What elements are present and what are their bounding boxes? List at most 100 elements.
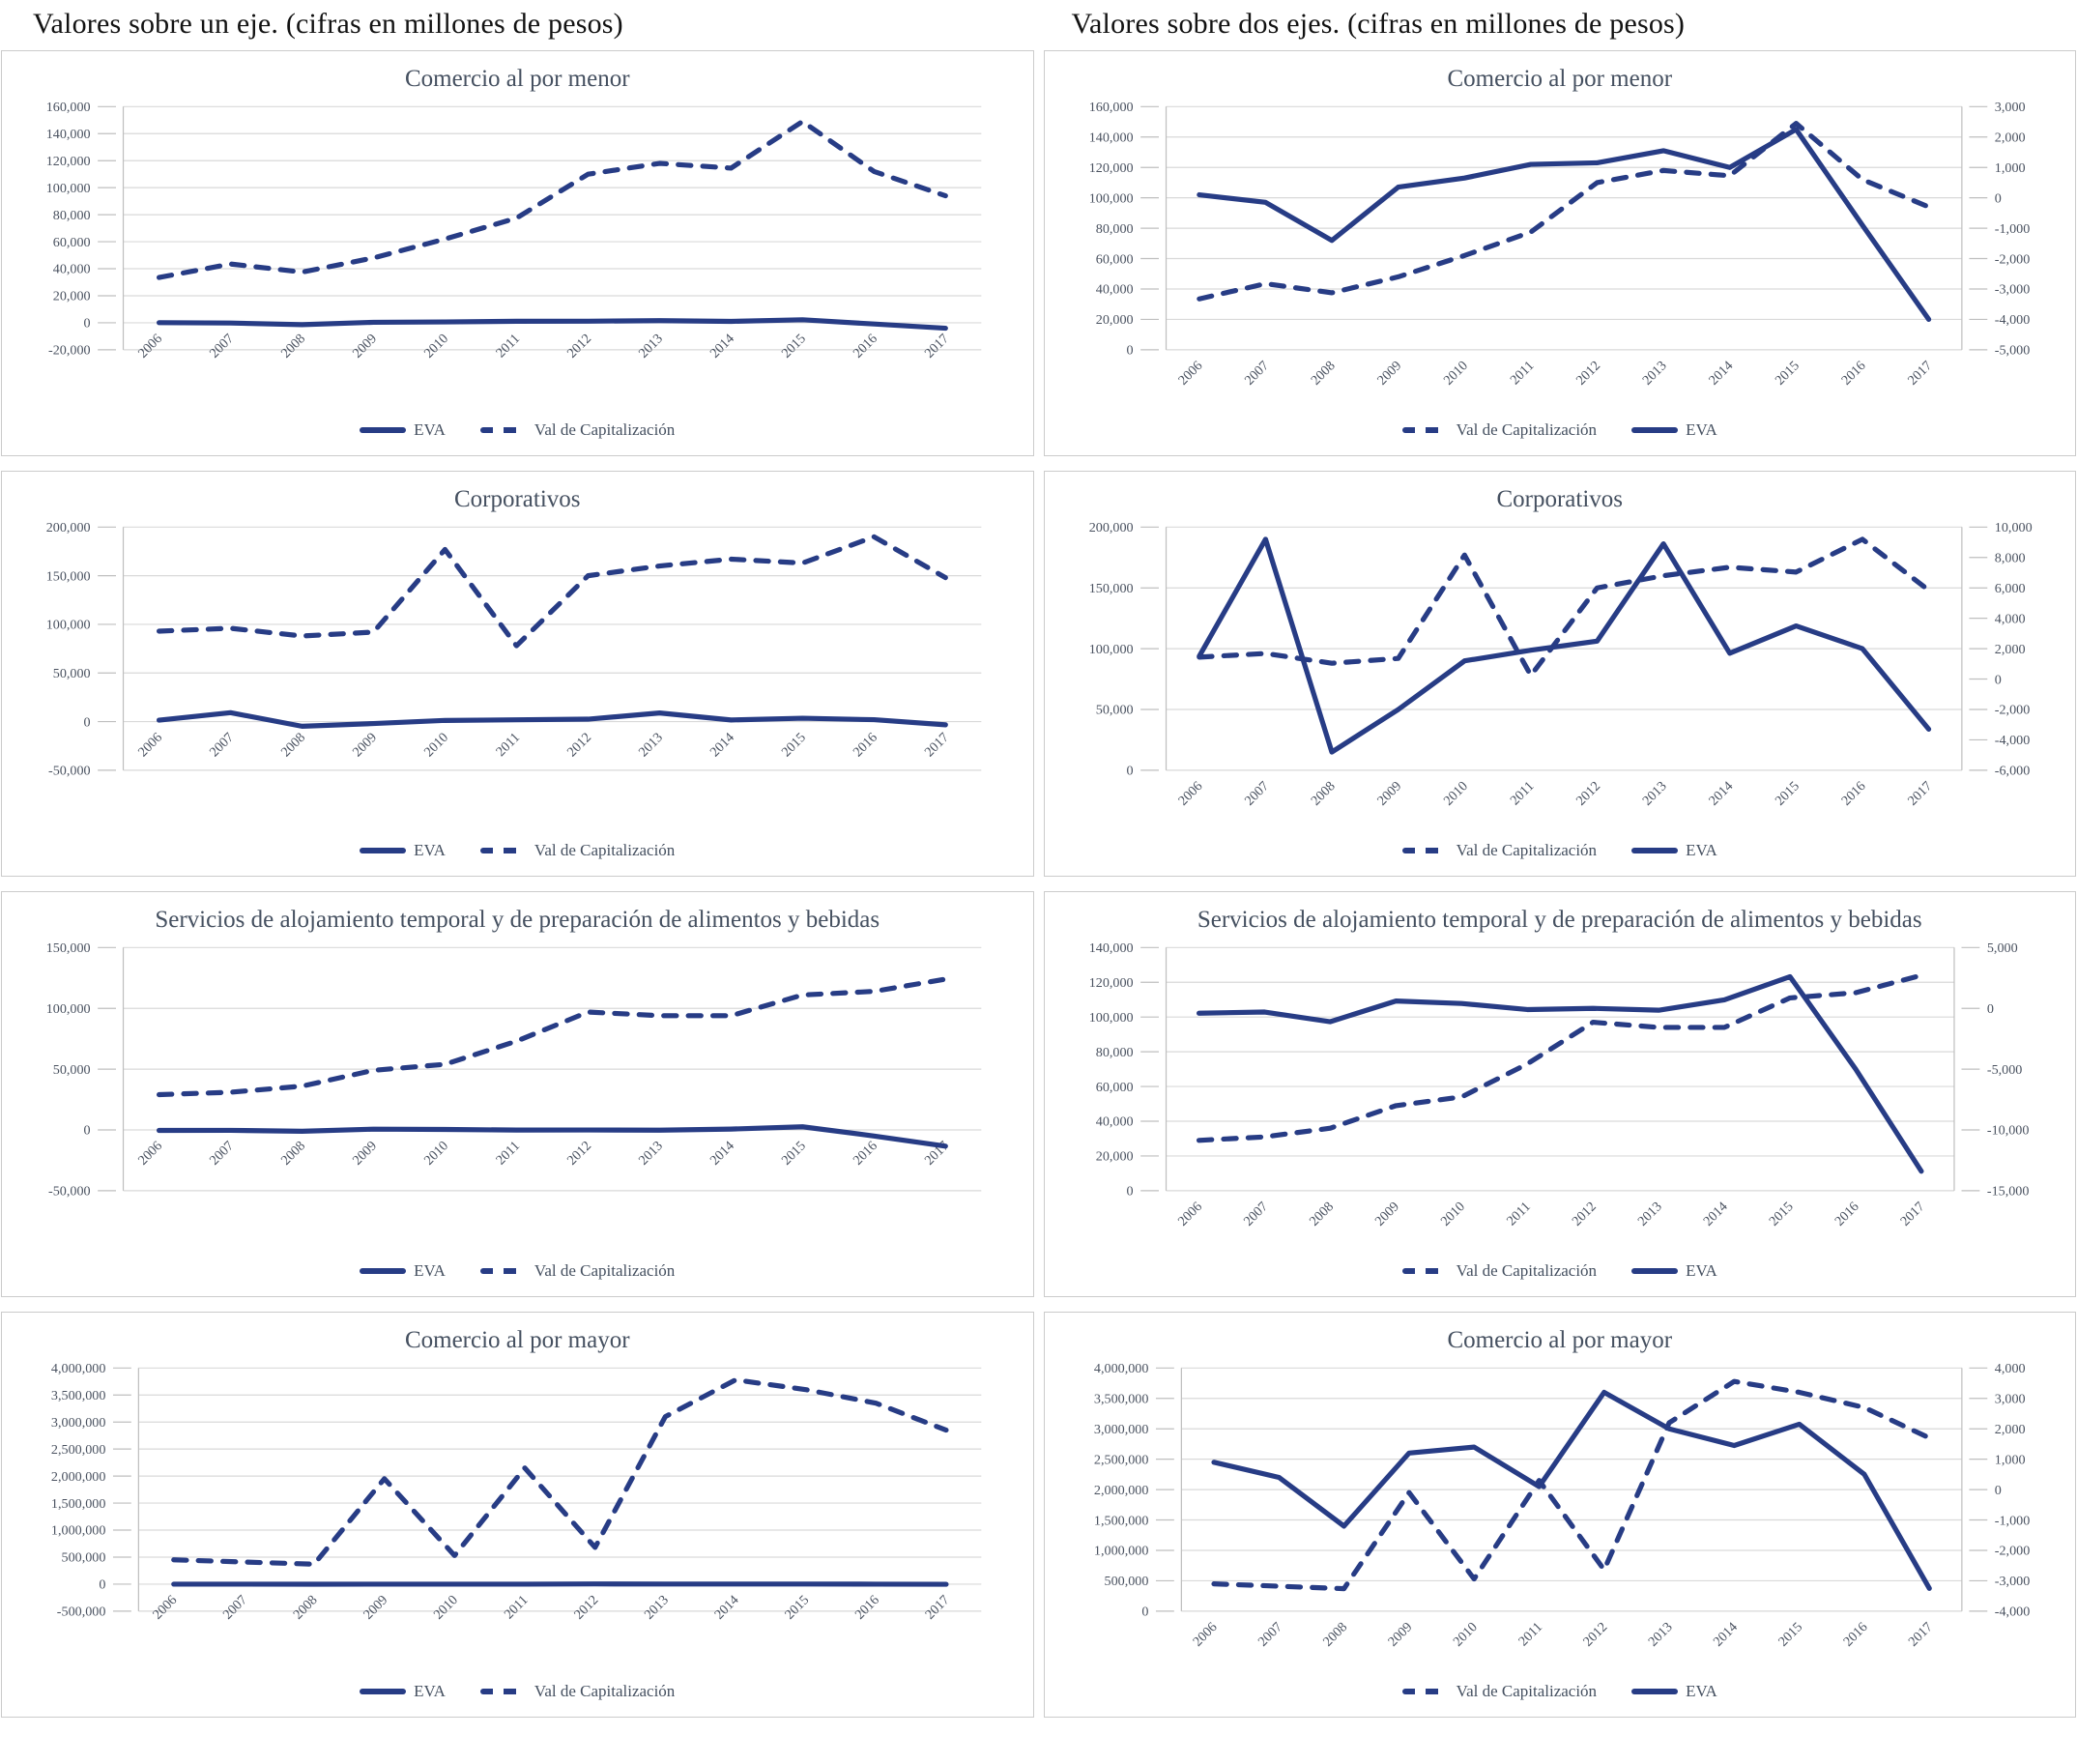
y-axis-tick-label: 2,000,000: [1093, 1482, 1148, 1497]
axis-tick-marks: [98, 526, 116, 771]
x-axis-tick-label: 2013: [1634, 1199, 1664, 1229]
y-axis-tick-label: -15,000: [1986, 1183, 2029, 1199]
y-axis-tick-label: 50,000: [1095, 702, 1133, 717]
chart-legend: EVA Val de Capitalización: [2, 419, 1033, 455]
y-axis-tick-label: 140,000: [1088, 940, 1133, 956]
y-axis-tick-label: 0: [84, 1122, 91, 1138]
gridlines: [138, 1367, 982, 1612]
y-axis-tick-label: 160,000: [1088, 100, 1133, 115]
legend-label: EVA: [1686, 1261, 1717, 1280]
x-axis-labels: 2006 2007 2008 2009 2010 2011 2012 2013 2014 2015…: [150, 1592, 953, 1622]
x-axis-tick-label: 2014: [1710, 1619, 1740, 1649]
y-axis-tick-label: 10,000: [1994, 520, 2032, 535]
x-axis-tick-label: 2014: [1706, 358, 1736, 388]
y-axis-tick-label: 150,000: [46, 568, 91, 584]
x-axis-tick-label: 2008: [1306, 1199, 1336, 1229]
y-axis-tick-label: 60,000: [1095, 1079, 1133, 1094]
series-line-valcap: [156, 975, 948, 1097]
y-axis-tick-label: 1,000,000: [1093, 1543, 1148, 1558]
x-axis-tick-label: 2012: [1569, 1199, 1599, 1229]
y-axis-tick-label: 0: [1126, 763, 1133, 778]
x-axis-tick-label: 2009: [1373, 778, 1403, 808]
y-axis-tick-label: 140,000: [46, 126, 91, 141]
chart-panel-comercio-menor-dos-ejes: Comercio al por menor 0 20,000 40,000 60,00…: [1043, 50, 2076, 456]
valcap-line-sample: [479, 1268, 527, 1274]
legend-item-eva: EVA: [360, 1682, 446, 1701]
y-axis-tick-label: 80,000: [1095, 220, 1133, 236]
x-axis-tick-label: 2016: [1838, 358, 1868, 388]
line-chart-svg: 0 50,000 100,000 150,000 200,000 -6,000 -4,000…: [1088, 520, 2032, 809]
y-axis-tick-label: 20,000: [53, 288, 91, 304]
x-axis-tick-label: 2012: [1580, 1619, 1610, 1649]
x-axis-tick-label: 2013: [636, 1138, 666, 1168]
x-axis-tick-label: 2009: [350, 331, 380, 361]
legend-label: Val de Capitalización: [534, 420, 676, 439]
x-axis-tick-label: 2017: [922, 331, 952, 361]
gridlines: [1166, 946, 1954, 1192]
legend-label: EVA: [414, 1261, 446, 1280]
y-axis-tick-label: 2,000,000: [51, 1468, 106, 1484]
x-axis-tick-label: 2016: [851, 1138, 880, 1168]
legend-label: EVA: [1686, 1682, 1717, 1700]
eva-line-sample: [360, 427, 407, 433]
x-axis-tick-label: 2013: [642, 1592, 672, 1622]
x-axis-tick-label: 2008: [1308, 358, 1338, 388]
x-axis-tick-label: 2009: [1371, 1199, 1401, 1229]
x-axis-labels: 2006 2007 2008 2009 2010 2011 2012 2013 2014 2015…: [1175, 358, 1935, 388]
y-axis-tick-label: 0: [1141, 1604, 1148, 1619]
y-axis-tick-label: 500,000: [62, 1549, 106, 1565]
page-header-left: Valores sobre un eje. (cifras en millone…: [33, 8, 623, 40]
legend-label: EVA: [414, 1682, 446, 1700]
x-axis-tick-label: 2006: [135, 730, 165, 760]
y-axis-tick-label: 0: [99, 1576, 105, 1592]
x-axis-tick-label: 2011: [493, 331, 523, 361]
y-axis-tick-label: 120,000: [1088, 159, 1133, 175]
series-line-eva: [1196, 126, 1931, 322]
series-line-valcap: [1210, 1378, 1932, 1591]
x-axis-tick-label: 2008: [290, 1592, 320, 1622]
x-axis-labels: 2006 2007 2008 2009 2010 2011 2012 2013 2014 2015…: [1175, 778, 1935, 808]
valcap-line-sample: [1401, 1689, 1449, 1694]
chart-panel-comercio-mayor-dos-ejes: Comercio al por mayor 0 500,000 1,000,000 1…: [1043, 1312, 2076, 1718]
left-axis-labels: -50,000 0 50,000 100,000 150,000: [46, 940, 91, 1200]
chart-title: Comercio al por menor: [404, 66, 630, 92]
x-axis-tick-label: 2012: [564, 331, 594, 361]
x-axis-tick-label: 2007: [207, 1138, 237, 1168]
x-axis-tick-label: 2014: [707, 730, 737, 760]
chart-legend: Val de Capitalización EVA: [1045, 1259, 2076, 1296]
y-axis-tick-label: 2,000: [1994, 641, 2025, 656]
x-axis-tick-label: 2011: [493, 730, 523, 760]
series-line-eva: [156, 316, 948, 331]
eva-line-sample: [1631, 427, 1679, 433]
y-axis-tick-label: 4,000,000: [51, 1361, 106, 1376]
y-axis-tick-label: -1,000: [1994, 220, 2030, 236]
axis-tick-marks: [112, 1367, 131, 1612]
eva-line-sample: [360, 1268, 407, 1274]
left-axis-labels: -500,000 0 500,000 1,000,000 1,500,000 2,000,…: [51, 1361, 106, 1620]
chart-panel-servicios-un-eje: Servicios de alojamiento temporal y de p…: [1, 891, 1034, 1297]
y-axis-tick-label: 2,000: [1994, 1421, 2025, 1436]
y-axis-tick-label: 2,000: [1994, 130, 2025, 145]
x-axis-tick-label: 2015: [779, 331, 809, 361]
legend-item-eva: EVA: [360, 1261, 446, 1281]
y-axis-tick-label: 60,000: [1095, 251, 1133, 267]
left-axis-labels: -50,000 0 50,000 100,000 150,000 200,000: [46, 520, 91, 779]
chart-legend: EVA Val de Capitalización: [2, 1259, 1033, 1296]
x-axis-labels: 2006 2007 2008 2009 2010 2011 2012 2013 2014 2015…: [1190, 1619, 1936, 1649]
y-axis-tick-label: 80,000: [53, 207, 91, 222]
y-axis-tick-label: 40,000: [53, 261, 91, 276]
y-axis-tick-label: -3,000: [1994, 1574, 2030, 1589]
y-axis-tick-label: 3,000: [1994, 100, 2025, 115]
y-axis-tick-label: 5,000: [1986, 940, 2017, 956]
legend-item-valcap: Val de Capitalización: [1401, 1682, 1597, 1701]
x-axis-tick-label: 2013: [1645, 1619, 1675, 1649]
x-axis-tick-label: 2006: [1175, 358, 1205, 388]
y-axis-tick-label: -50,000: [48, 1183, 91, 1199]
valcap-line-sample: [1401, 1268, 1449, 1274]
x-axis-tick-label: 2007: [1255, 1619, 1284, 1649]
eva-line-sample: [360, 848, 407, 853]
x-axis-tick-label: 2007: [207, 730, 237, 760]
x-axis-tick-label: 2016: [1840, 1619, 1870, 1649]
x-axis-tick-label: 2010: [1437, 1199, 1467, 1229]
